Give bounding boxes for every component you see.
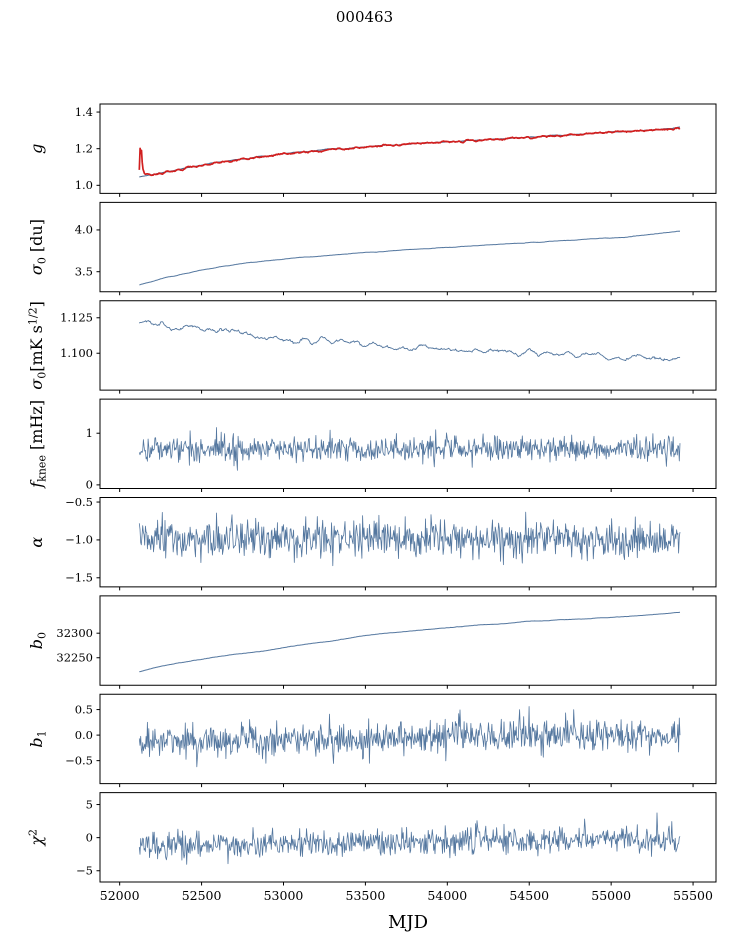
y-tick-label: 1.4 [75, 105, 93, 119]
x-axis-label: MJD [387, 912, 429, 933]
y-tick-label: 1.100 [60, 346, 93, 360]
series-b0 [139, 611, 681, 673]
series-fknee [138, 427, 681, 471]
y-label-segment: ] [27, 301, 46, 307]
y-tick-label: 32300 [56, 626, 93, 640]
y-tick-label: 1.2 [75, 141, 93, 155]
y-tick-label: 32250 [56, 651, 93, 665]
panel-sigma0-mk: 1.100 1.125 σ0[mK s1/2] [27, 300, 717, 394]
x-tick-label: 54500 [509, 888, 549, 903]
panel-sigma0-du: 3.5 4.0 σ0 [du] [27, 201, 717, 296]
series-chi2 [138, 812, 681, 865]
panel-chi2: −5 0 5 χ2 [27, 792, 717, 886]
y-axis-label: fknee [mHz] [27, 400, 49, 489]
y-label-segment: knee [36, 455, 49, 482]
y-axis-label: b0 [27, 632, 49, 649]
x-tick-label: 55000 [591, 888, 631, 903]
y-tick-label: 0.0 [75, 728, 93, 742]
y-axis-label: g [27, 144, 46, 154]
x-tick-label: 52500 [182, 888, 222, 903]
panel-frame [99, 595, 717, 686]
series-g-fit [139, 126, 681, 178]
y-tick-label: 1 [86, 426, 93, 440]
y-axis-label: σ0 [du] [27, 219, 49, 275]
y-label-segment: σ [27, 263, 46, 275]
y-label-segment: 0 [36, 257, 49, 264]
panel-alpha: −1.5 −1.0 −0.5 α [27, 495, 717, 591]
y-tick-label: 0.5 [75, 702, 93, 716]
y-label-segment: 1/2 [27, 307, 40, 325]
chart-title: 000463 [335, 8, 394, 26]
y-label-segment: g [27, 144, 46, 154]
y-tick-label: 0 [86, 478, 93, 492]
y-label-segment: χ [27, 835, 46, 847]
series-sigma0-du [139, 230, 681, 286]
y-label-segment: f [27, 479, 46, 489]
y-label-segment: b [27, 639, 46, 649]
panel-g: 1.0 1.2 1.4 g [27, 103, 717, 197]
x-tick-label: 53000 [264, 888, 304, 903]
panel-frame [99, 497, 717, 588]
y-label-segment: b [27, 737, 46, 747]
y-label-segment: α [27, 537, 46, 548]
series-b1 [138, 706, 681, 768]
y-label-segment: 1 [36, 730, 49, 737]
y-label-segment: 2 [27, 829, 40, 836]
panel-frame [99, 103, 717, 194]
panel-frame [99, 300, 717, 391]
y-tick-label: 3.5 [75, 265, 93, 279]
y-axis-label: b1 [27, 730, 49, 747]
y-tick-label: −0.5 [65, 495, 93, 509]
panel-frame [99, 201, 717, 293]
panel-fknee: 0 1 fknee [mHz] [27, 398, 717, 492]
y-label-segment: [mHz] [27, 400, 46, 455]
y-tick-label: 1.0 [75, 178, 93, 192]
y-axis-label: σ0[mK s1/2] [27, 301, 49, 390]
x-tick-label: 54000 [427, 888, 467, 903]
y-tick-label: −1.5 [65, 571, 93, 585]
y-tick-label: 1.125 [60, 311, 93, 325]
panel-frame [99, 398, 717, 489]
y-tick-label: −1.0 [65, 533, 93, 547]
x-tick-label: 55500 [673, 888, 713, 903]
y-axis-label: χ2 [27, 829, 47, 847]
panel-b1: −0.5 0.0 0.5 b1 [27, 693, 717, 788]
y-tick-label: −0.5 [65, 753, 93, 767]
y-label-segment: 0 [36, 372, 49, 379]
y-label-segment: σ [27, 378, 46, 390]
panel-b0: 32250 32300 b0 [27, 595, 717, 689]
y-tick-label: 5 [86, 797, 93, 811]
panel-frame [99, 693, 717, 785]
y-tick-label: −5 [76, 864, 93, 878]
y-label-segment: [du] [27, 219, 46, 257]
y-tick-label: 4.0 [75, 223, 93, 237]
y-tick-label: 0 [86, 830, 93, 844]
y-axis-label: α [27, 537, 46, 548]
series-g-raw [138, 127, 681, 177]
series-sigma0-mk [138, 320, 681, 362]
y-label-segment: 0 [36, 632, 49, 639]
series-alpha [138, 511, 681, 567]
y-label-segment: [mK s [27, 325, 46, 372]
x-tick-label: 53500 [346, 888, 386, 903]
x-tick-label: 52000 [100, 888, 140, 903]
